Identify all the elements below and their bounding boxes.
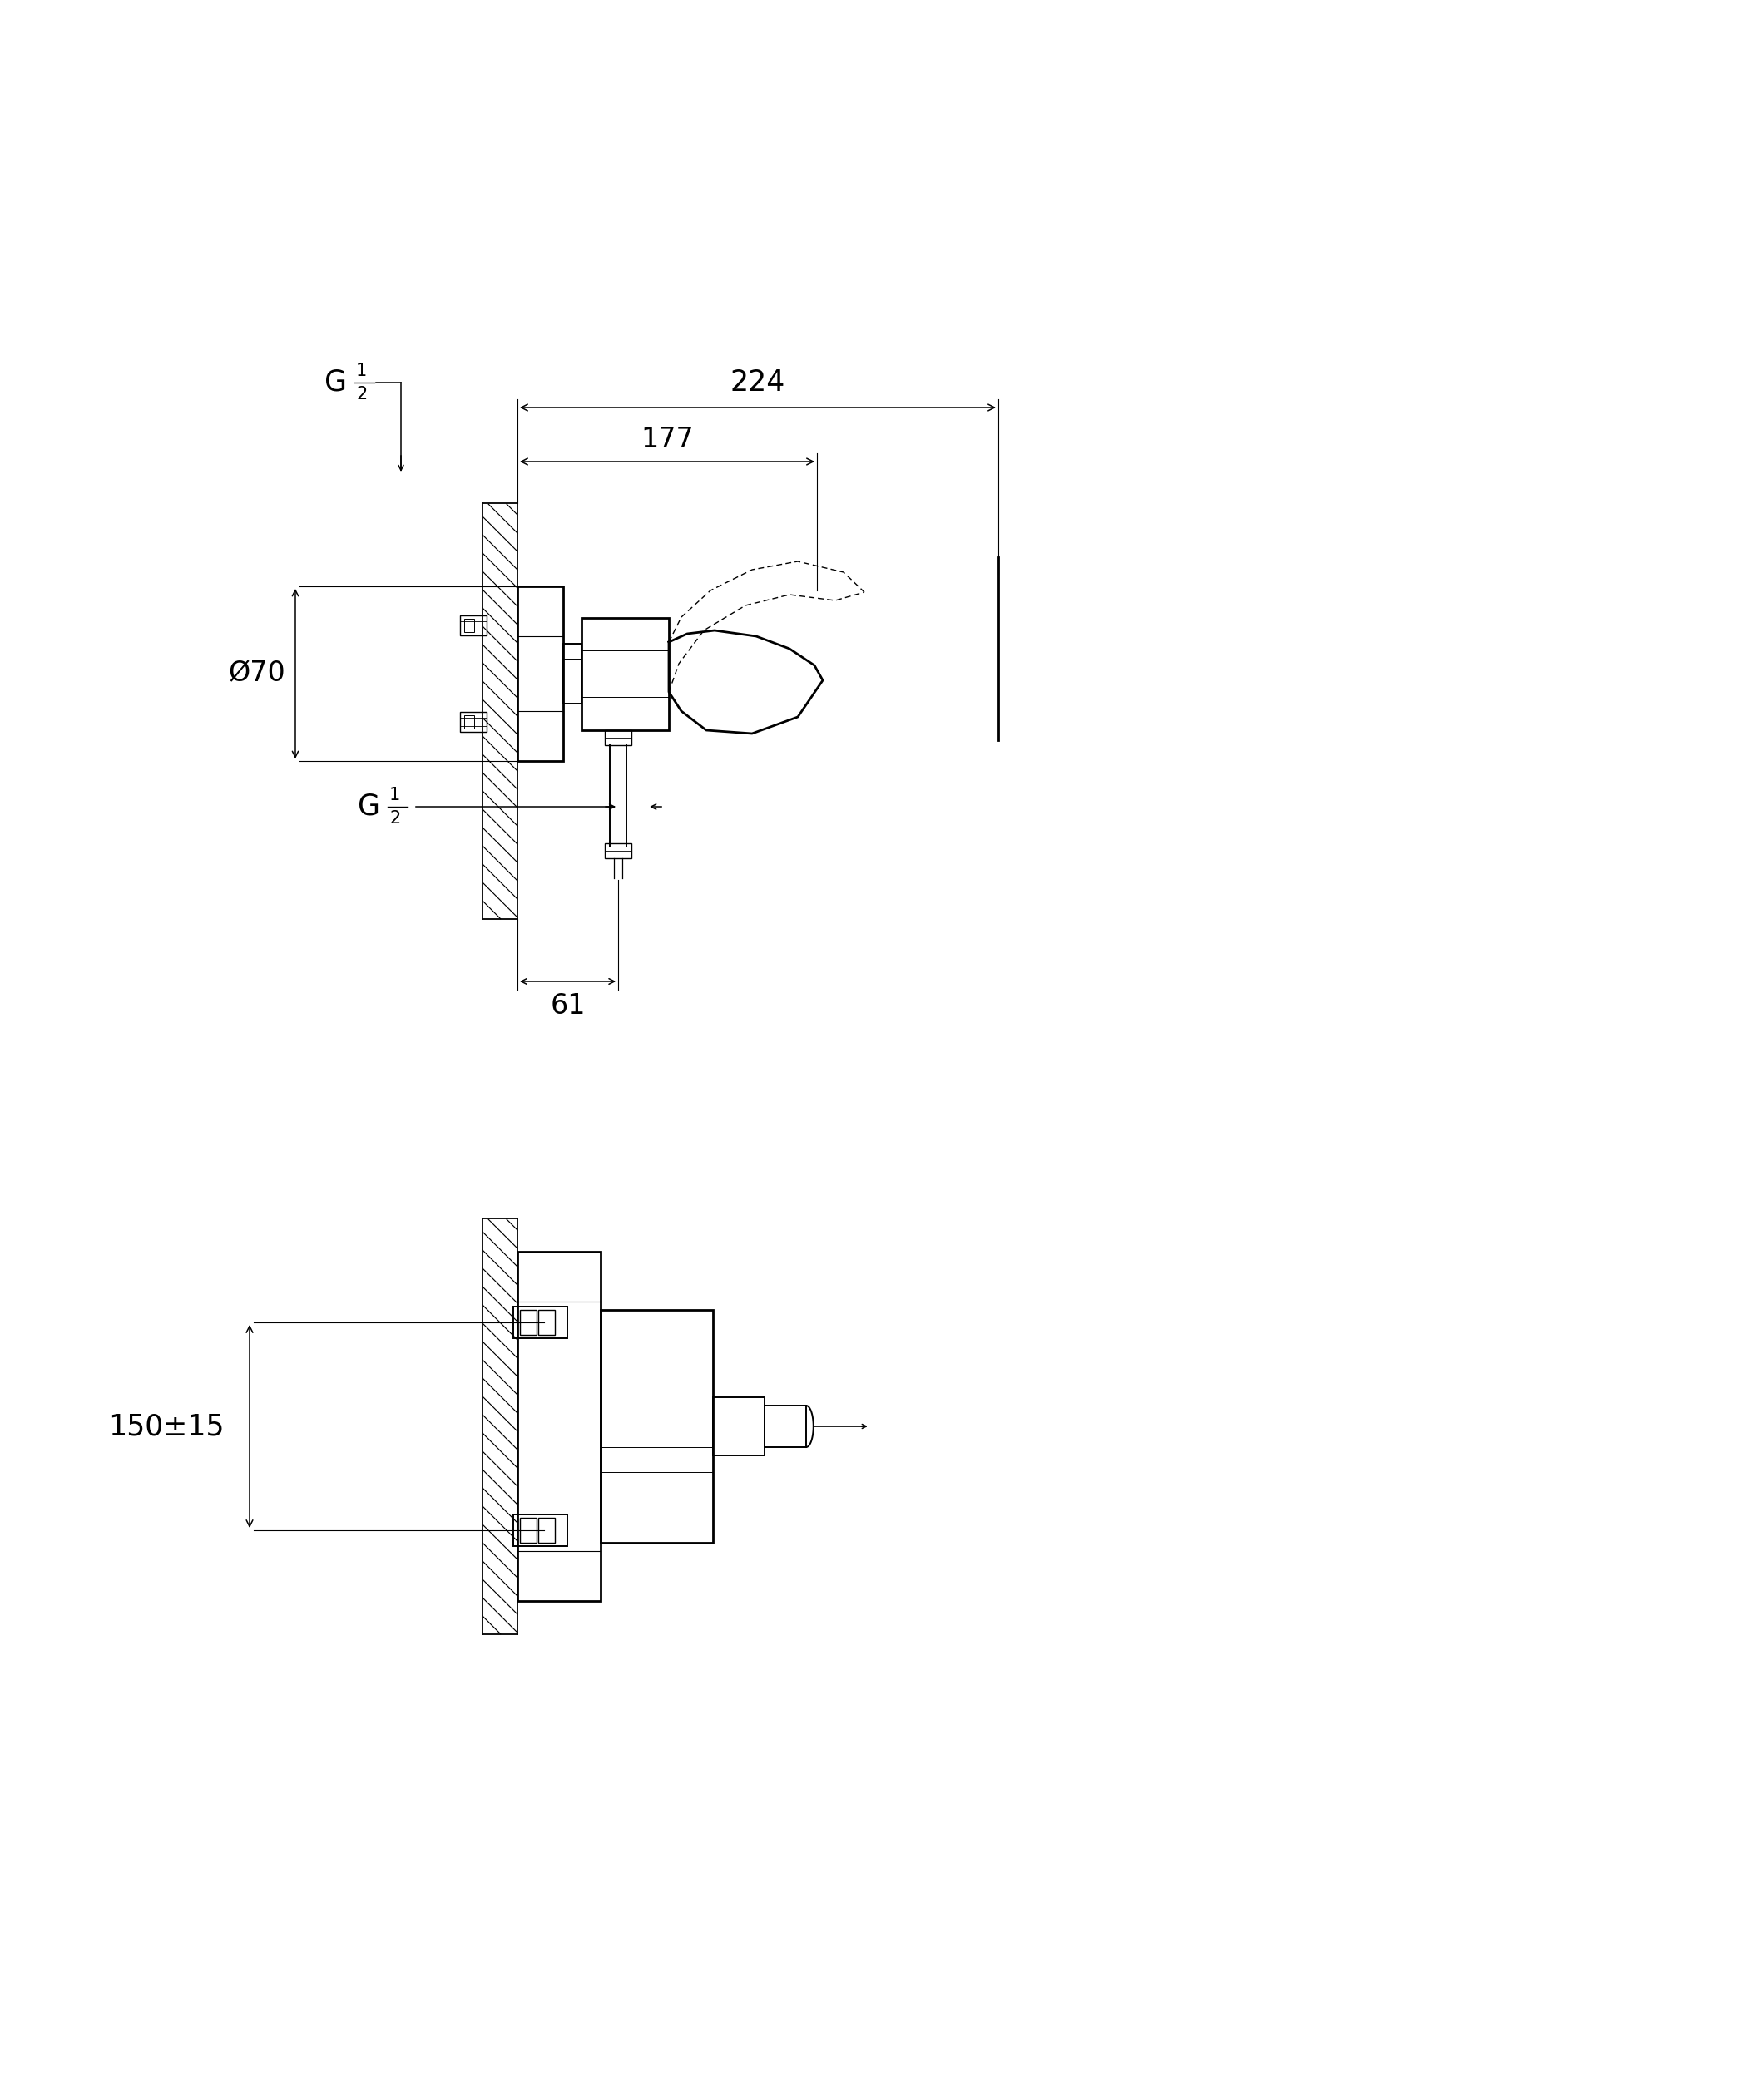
- Text: 2: 2: [389, 811, 401, 827]
- Text: G: G: [324, 368, 347, 397]
- Text: Ø70: Ø70: [228, 659, 286, 687]
- Text: 61: 61: [550, 991, 585, 1021]
- Text: 150±15: 150±15: [109, 1411, 224, 1441]
- Text: 1: 1: [389, 788, 401, 804]
- Text: 1: 1: [356, 363, 368, 380]
- Text: 224: 224: [731, 368, 785, 397]
- Text: 177: 177: [641, 426, 694, 454]
- Text: G: G: [357, 792, 380, 821]
- Text: 2: 2: [356, 386, 368, 403]
